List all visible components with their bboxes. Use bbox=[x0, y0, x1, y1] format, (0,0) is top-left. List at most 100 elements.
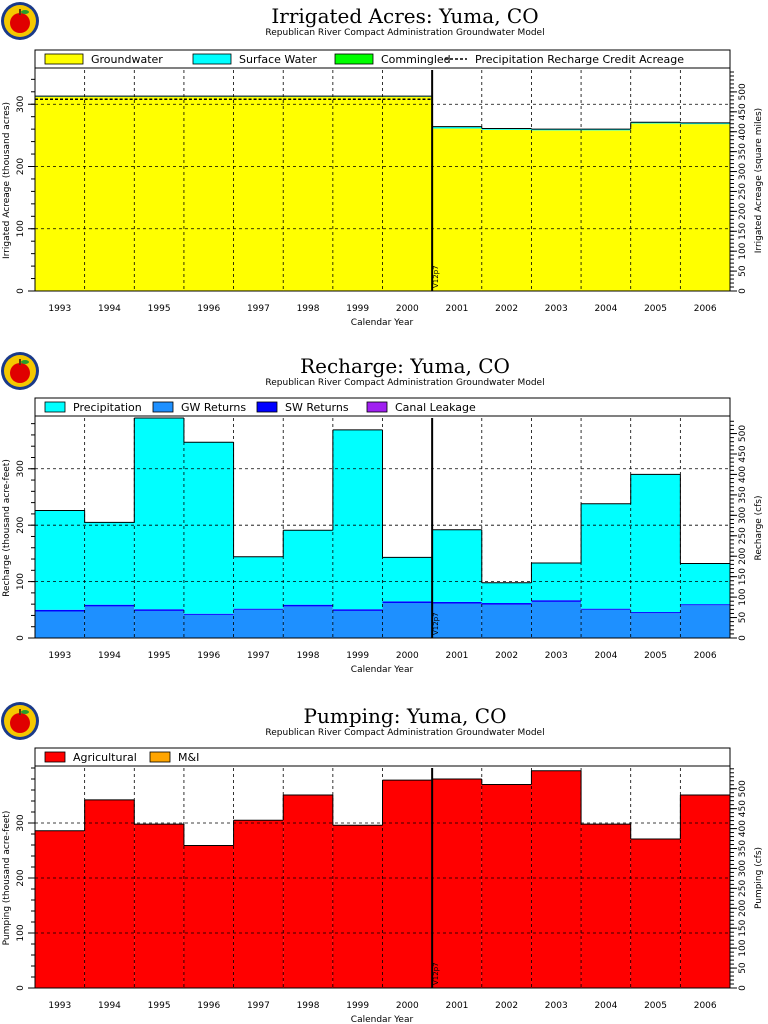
bar-surface-water bbox=[630, 122, 681, 124]
bar-groundwater bbox=[35, 96, 85, 291]
x-tick-label: 2004 bbox=[594, 1001, 617, 1011]
y-axis-right: 0 50 100 150 200 250 300 350 400 450 500 bbox=[730, 768, 748, 991]
legend-label: Precipitation bbox=[73, 401, 142, 414]
x-tick-label: 2004 bbox=[594, 304, 617, 314]
legend: Agricultural M&I bbox=[44, 751, 199, 764]
x-tick-label: 1997 bbox=[247, 651, 270, 661]
bar-groundwater bbox=[680, 124, 730, 292]
bar-groundwater bbox=[531, 130, 582, 291]
x-tick-label: 2001 bbox=[446, 1001, 469, 1011]
bar-groundwater bbox=[630, 123, 681, 291]
bar-groundwater bbox=[183, 96, 234, 291]
bar-gw-returns bbox=[84, 606, 135, 638]
x-tick-label: 2004 bbox=[594, 651, 617, 661]
y2-tick-label: 0 bbox=[738, 288, 748, 294]
x-tick-label: 2002 bbox=[495, 1001, 518, 1011]
legend-swatch bbox=[366, 401, 388, 413]
y-tick-label: 100 bbox=[16, 573, 26, 590]
y2-tick-label: 200 bbox=[738, 203, 748, 220]
x-tick-label: 1997 bbox=[247, 1001, 270, 1011]
bar-precipitation bbox=[332, 429, 383, 610]
bar-groundwater bbox=[283, 96, 333, 291]
y2-tick-label: 0 bbox=[738, 985, 748, 991]
bar-sw-returns bbox=[84, 604, 135, 607]
x-tick-label: 2006 bbox=[694, 1001, 717, 1011]
bar-agricultural bbox=[134, 824, 184, 988]
apple-logo bbox=[1, 2, 39, 40]
logo-leaf bbox=[21, 10, 29, 14]
x-tick-label: 2000 bbox=[396, 1001, 419, 1011]
x-tick-label: 1995 bbox=[148, 1001, 171, 1011]
bar-sw-returns bbox=[680, 604, 730, 606]
bar-gw-returns bbox=[332, 610, 383, 638]
y-tick-label: 200 bbox=[16, 158, 26, 175]
plot-frame bbox=[34, 397, 731, 639]
bar-gw-returns bbox=[134, 610, 184, 638]
y-axis-left: 0 100 200 300 bbox=[16, 78, 35, 294]
bar-precipitation bbox=[581, 503, 631, 609]
x-tick-label: 2001 bbox=[446, 304, 469, 314]
bar-precipitation bbox=[35, 510, 85, 610]
x-tick-label: 1998 bbox=[297, 651, 320, 661]
bar-surface-water bbox=[481, 128, 532, 130]
x-axis: 1993 1994 1995 1996 1997 1998 1999 2000 2001 2002… bbox=[48, 651, 717, 661]
legend-swatch bbox=[44, 751, 66, 763]
legend-label: M&I bbox=[178, 751, 199, 764]
x-tick-label: 1996 bbox=[197, 1001, 220, 1011]
y-tick-label: 300 bbox=[16, 814, 26, 831]
y-tick-label: 0 bbox=[16, 288, 26, 294]
bar-groundwater bbox=[382, 96, 433, 291]
bar-sw-returns bbox=[481, 603, 532, 605]
bar-gw-returns bbox=[283, 606, 333, 638]
x-tick-label: 1996 bbox=[197, 651, 220, 661]
y2-tick-label: 300 bbox=[738, 860, 748, 877]
apple-logo bbox=[1, 352, 39, 390]
logo-stem bbox=[19, 9, 21, 15]
y2-tick-label: 100 bbox=[738, 939, 748, 956]
y2-tick-label: 300 bbox=[738, 163, 748, 180]
chart-subtitle: Republican River Compact Administration … bbox=[265, 28, 544, 38]
x-tick-label: 2005 bbox=[644, 1001, 667, 1011]
bar-precipitation bbox=[432, 529, 482, 602]
bar-precipitation bbox=[630, 474, 681, 613]
y2-tick-label: 500 bbox=[738, 425, 748, 442]
legend: Precipitation GW Returns SW Returns Canal L… bbox=[44, 401, 476, 414]
bar-agricultural bbox=[35, 830, 85, 988]
logo-leaf bbox=[21, 710, 29, 714]
x-tick-label: 2003 bbox=[545, 1001, 568, 1011]
bar-gw-returns bbox=[432, 603, 482, 638]
logo-apple bbox=[10, 363, 30, 383]
legend-swatch bbox=[152, 401, 174, 413]
bar-gw-returns bbox=[680, 605, 730, 638]
grid bbox=[35, 418, 730, 638]
x-tick-label: 1993 bbox=[48, 651, 71, 661]
x-tick-label: 1999 bbox=[346, 304, 369, 314]
logo-leaf bbox=[21, 360, 29, 364]
bar-surface-water bbox=[432, 126, 482, 129]
bar-agricultural bbox=[233, 820, 284, 988]
y2-tick-label: 100 bbox=[738, 588, 748, 605]
bar-gw-returns bbox=[531, 601, 582, 638]
bar-precipitation bbox=[531, 562, 582, 601]
x-tick-label: 2002 bbox=[495, 651, 518, 661]
chart-title: Pumping: Yuma, CO bbox=[304, 704, 507, 728]
y2-tick-label: 50 bbox=[738, 612, 748, 624]
bar-groundwater bbox=[432, 128, 482, 291]
y-tick-label: 300 bbox=[16, 95, 26, 112]
x-tick-label: 2006 bbox=[694, 304, 717, 314]
x-axis-title: Calendar Year bbox=[351, 665, 414, 675]
legend-swatch bbox=[44, 53, 84, 65]
x-tick-label: 1995 bbox=[148, 651, 171, 661]
logo-apple bbox=[10, 713, 30, 733]
legend-label: Surface Water bbox=[239, 53, 317, 66]
y2-tick-label: 500 bbox=[738, 83, 748, 100]
bar-groundwater bbox=[134, 96, 184, 291]
y-tick-label: 200 bbox=[16, 516, 26, 533]
y2-tick-label: 50 bbox=[738, 962, 748, 974]
x-tick-label: 1998 bbox=[297, 304, 320, 314]
plot-frame bbox=[34, 49, 731, 292]
x-tick-label: 2001 bbox=[446, 651, 469, 661]
logo-stem bbox=[19, 709, 21, 715]
